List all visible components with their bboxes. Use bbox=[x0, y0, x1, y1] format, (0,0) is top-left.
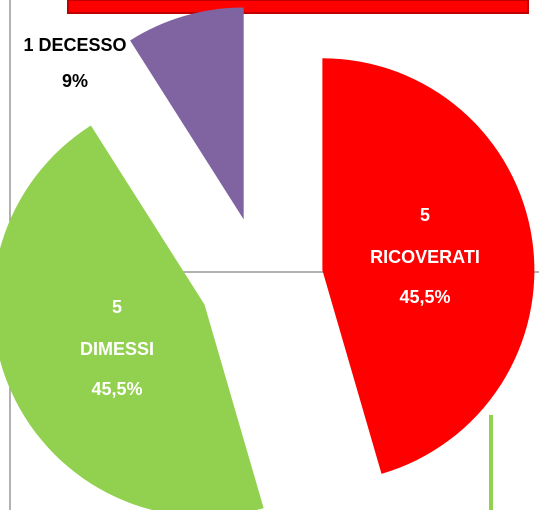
slice-category: DECESSO bbox=[38, 35, 126, 55]
pie-slice bbox=[130, 7, 244, 220]
slice-percent: 45,5% bbox=[91, 379, 142, 399]
slice-percent: 45,5% bbox=[399, 287, 450, 307]
slices bbox=[0, 7, 535, 510]
slice-count: 5 bbox=[112, 297, 122, 317]
pie-slice bbox=[0, 125, 264, 510]
slice-count: 5 bbox=[420, 205, 430, 225]
slice-count: 1 bbox=[23, 35, 33, 55]
pie-slice bbox=[322, 58, 535, 474]
slice-label: 1 DECESSO bbox=[23, 35, 126, 55]
slice-category: DIMESSI bbox=[80, 339, 154, 359]
slice-percent: 9% bbox=[62, 71, 88, 91]
labels: 5 RICOVERATI 45,5% 5 DIMESSI 45,5% 1 DECESSO 9% bbox=[23, 35, 479, 399]
slice-category: RICOVERATI bbox=[370, 247, 480, 267]
title-banner bbox=[67, 0, 529, 14]
